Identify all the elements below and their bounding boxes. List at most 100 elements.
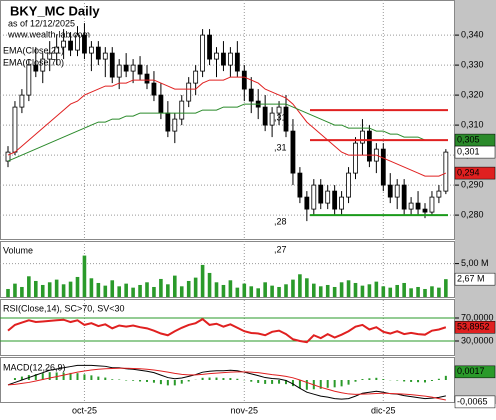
y-tick-label: 5,00 M (461, 258, 489, 268)
volume-panel (0, 241, 455, 298)
histogram-bar (166, 380, 169, 386)
histogram-bar (278, 380, 281, 384)
volume-bar (263, 282, 267, 297)
volume-bar (318, 286, 323, 297)
candle-body (123, 64, 129, 72)
candle-body (221, 52, 226, 66)
candle-body (269, 112, 275, 126)
candle-body (408, 202, 414, 210)
volume-bar (34, 280, 38, 297)
volume-bar (145, 282, 149, 297)
histogram-bar (208, 377, 211, 380)
histogram-bar (375, 377, 378, 380)
histogram-bar (173, 380, 176, 386)
candle-body (353, 142, 358, 174)
candle-body (165, 112, 171, 132)
histogram-bar (132, 380, 135, 381)
candle-body (227, 52, 233, 66)
histogram-bar (236, 378, 239, 380)
volume-bar (360, 285, 365, 297)
candle-body (366, 130, 372, 162)
candle-body (339, 196, 345, 210)
volume-bar (166, 284, 170, 297)
histogram-bar (264, 380, 267, 384)
histogram-bar (104, 377, 107, 380)
series-line (7, 76, 447, 177)
histogram-bar (152, 380, 155, 383)
volume-bar (416, 286, 420, 297)
volume-bar (374, 281, 379, 297)
volume-bar (13, 283, 17, 297)
x-tick-label: oct-25 (72, 405, 97, 415)
value-badge (454, 145, 496, 159)
histogram-bar (69, 372, 72, 380)
candle-body (346, 172, 351, 198)
candle-body (415, 202, 421, 210)
volume-bar (249, 286, 254, 297)
value-axis-strip (455, 0, 496, 404)
histogram-bar (326, 380, 329, 388)
histogram-bar (257, 380, 260, 383)
volume-bar (200, 264, 205, 297)
histogram-bar (444, 375, 447, 380)
candle-body (290, 130, 296, 174)
candle-body (19, 94, 25, 108)
legend-label: EMA(Close,21) (3, 45, 64, 55)
volume-bar (27, 276, 31, 297)
candle-body (304, 196, 310, 210)
y-tick-label: 0,330 (461, 59, 484, 69)
value-badge-label: 2,67 M (457, 274, 485, 284)
candle-body (297, 172, 303, 198)
volume-bar (89, 278, 94, 297)
value-badge-label: 0,294 (457, 167, 480, 177)
candle-body (95, 46, 101, 60)
histogram-bar (187, 380, 190, 382)
candle-body (82, 34, 87, 54)
volume-bar (339, 282, 344, 297)
rsi-panel (0, 299, 455, 356)
candle-body (422, 208, 428, 213)
candle-body (75, 34, 80, 51)
candle-body (33, 64, 39, 72)
macd-panel (0, 357, 455, 403)
volume-bar (131, 287, 135, 297)
histogram-bar (361, 379, 364, 380)
volume-bar (82, 255, 87, 297)
value-badge-label: 0,305 (457, 134, 480, 144)
volume-bar (437, 287, 441, 297)
value-badge (454, 166, 496, 180)
panel-title: MACD(12,26,9) (3, 362, 66, 372)
candle-body (443, 151, 449, 192)
volume-bar (291, 279, 295, 297)
histogram-bar (319, 380, 322, 389)
candle-body (207, 34, 212, 60)
candle-body (116, 64, 122, 78)
price-panel (0, 0, 455, 240)
histogram-bar (111, 379, 114, 380)
volume-bar (6, 288, 10, 297)
volume-bar (228, 280, 233, 297)
candle-body (248, 88, 254, 102)
value-badge (454, 365, 496, 379)
volume-bar (20, 286, 24, 297)
volume-bar (388, 287, 393, 297)
candle-body (47, 52, 53, 60)
candle-body (68, 40, 73, 51)
candle-body (144, 73, 150, 84)
volume-bar (430, 286, 434, 297)
histogram-bar (437, 378, 440, 380)
volume-bar (124, 283, 128, 297)
histogram-bar (347, 380, 350, 385)
volume-bar (256, 288, 260, 297)
volume-bar (221, 284, 226, 297)
histogram-bar (298, 380, 301, 389)
volume-bar (395, 284, 399, 297)
histogram-bar (333, 380, 336, 388)
candle-body (387, 184, 393, 198)
histogram-bar (13, 378, 16, 380)
volume-bar (242, 283, 247, 297)
y-tick-label: 70,0000 (461, 312, 494, 322)
volume-bar (214, 282, 219, 297)
volume-bar (103, 285, 108, 297)
